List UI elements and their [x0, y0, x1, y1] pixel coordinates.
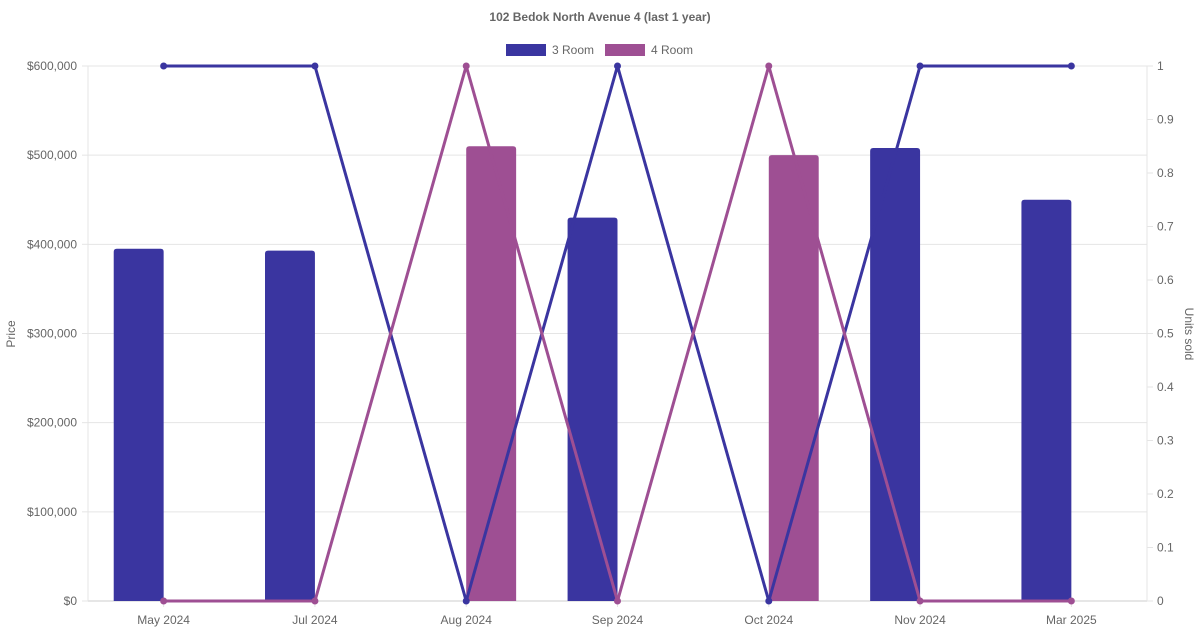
legend: 3 Room 4 Room — [506, 43, 693, 57]
tick-label-left: $300,000 — [27, 327, 77, 341]
tick-label-x: Oct 2024 — [744, 613, 793, 627]
chart-title: 102 Bedok North Avenue 4 (last 1 year) — [489, 10, 710, 24]
tick-label-x: Sep 2024 — [592, 613, 644, 627]
point-units-3-room — [614, 62, 621, 70]
bar-4-room — [768, 155, 819, 601]
tick-label-right: 0.8 — [1157, 166, 1174, 180]
tick-label-right: 0.7 — [1157, 220, 1174, 234]
tick-label-right: 1 — [1157, 59, 1164, 73]
tick-label-x: Jul 2024 — [292, 613, 338, 627]
y-axis-left: $0 $100,000 $200,000 $300,000 $400,000 $500,0… — [27, 59, 89, 608]
point-units-4-room — [916, 597, 924, 605]
y-axis-right-title: Units sold — [1182, 308, 1196, 361]
bars — [113, 146, 1072, 602]
point-units-4-room — [765, 62, 773, 70]
legend-item-3-room[interactable]: 3 Room — [506, 43, 594, 57]
tick-label-right: 0.2 — [1157, 487, 1174, 501]
tick-label-right: 0.9 — [1157, 113, 1174, 127]
point-units-4-room — [614, 597, 621, 605]
bar-3-room — [1021, 199, 1072, 601]
point-units-3-room — [160, 62, 168, 70]
point-units-3-room — [311, 62, 319, 70]
tick-label-right: 0.5 — [1157, 327, 1174, 341]
tick-label-x: Nov 2024 — [894, 613, 946, 627]
tick-label-left: $200,000 — [27, 416, 77, 430]
bar-3-room — [265, 250, 315, 601]
point-units-4-room — [1067, 597, 1075, 605]
tick-label-left: $400,000 — [27, 237, 77, 251]
point-units-3-room — [765, 597, 773, 605]
legend-swatch-4-room — [605, 44, 645, 56]
x-axis: May 2024 Jul 2024 Aug 2024 Sep 2024 Oct 2024… — [137, 601, 1097, 627]
tick-label-right: 0.6 — [1157, 273, 1174, 287]
y-axis-left-title: Price — [4, 320, 18, 348]
tick-label-left: $500,000 — [27, 148, 77, 162]
tick-label-x: Aug 2024 — [441, 613, 493, 627]
bar-4-room — [466, 146, 517, 601]
tick-label-left: $100,000 — [27, 505, 77, 519]
point-units-3-room — [916, 62, 924, 70]
y-axis-right: 0 0.1 0.2 0.3 0.4 0.5 0.6 0.7 0.8 0.9 1 — [1146, 59, 1174, 608]
legend-item-4-room[interactable]: 4 Room — [605, 43, 693, 57]
lines — [160, 62, 1075, 605]
point-units-3-room — [462, 597, 470, 605]
tick-label-right: 0.3 — [1157, 434, 1174, 448]
tick-label-left: $600,000 — [27, 59, 77, 73]
legend-label-3-room: 3 Room — [552, 43, 594, 57]
tick-label-x: May 2024 — [137, 613, 190, 627]
bar-3-room — [113, 248, 164, 601]
point-units-4-room — [160, 597, 168, 605]
legend-swatch-3-room — [506, 44, 546, 56]
bar-3-room — [870, 148, 921, 602]
tick-label-right: 0 — [1157, 594, 1164, 608]
point-units-4-room — [462, 62, 470, 70]
tick-label-x: Mar 2025 — [1046, 613, 1097, 627]
bar-3-room — [567, 217, 618, 602]
point-units-3-room — [1067, 62, 1075, 70]
tick-label-right: 0.1 — [1157, 541, 1174, 555]
tick-label-left: $0 — [64, 594, 78, 608]
tick-label-right: 0.4 — [1157, 380, 1174, 394]
point-units-4-room — [311, 597, 319, 605]
legend-label-4-room: 4 Room — [651, 43, 693, 57]
